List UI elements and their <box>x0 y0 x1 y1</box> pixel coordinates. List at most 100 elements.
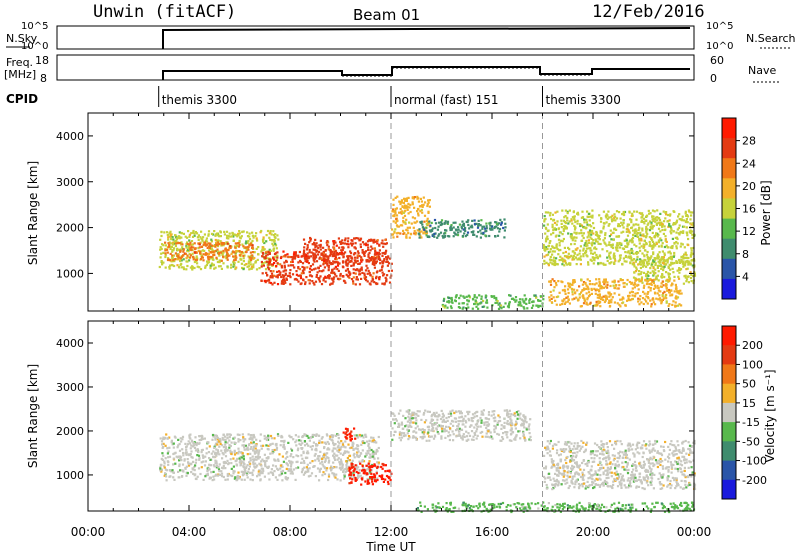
range-cell <box>634 283 637 286</box>
range-cell <box>481 227 484 230</box>
range-cell <box>368 439 371 442</box>
range-cell <box>222 249 225 252</box>
range-cell <box>563 298 566 301</box>
range-cell <box>567 252 570 255</box>
range-cell <box>349 471 353 474</box>
range-cell <box>214 245 217 248</box>
range-cell <box>251 438 254 441</box>
range-cell <box>364 480 367 483</box>
range-cell <box>663 225 666 228</box>
range-cell <box>295 270 298 273</box>
freq-tick-low: 8 <box>40 72 47 85</box>
range-cell <box>332 461 335 464</box>
range-cell <box>372 241 375 244</box>
range-cell <box>358 262 362 265</box>
range-cell <box>349 252 353 255</box>
range-cell <box>677 304 680 307</box>
range-cell <box>595 300 598 303</box>
range-cell <box>475 235 478 238</box>
range-cell <box>371 263 374 266</box>
range-cell <box>392 236 395 239</box>
range-cell <box>484 294 487 297</box>
range-cell <box>386 256 389 259</box>
range-cell <box>395 207 398 210</box>
range-cell <box>567 298 570 302</box>
y-tick-label: 4000 <box>56 130 84 143</box>
range-cell <box>326 467 329 470</box>
range-cell <box>507 304 511 307</box>
range-cell <box>613 213 616 216</box>
range-cell <box>372 256 375 259</box>
range-cell <box>369 476 372 479</box>
range-cell <box>609 284 612 288</box>
range-cell <box>497 222 501 225</box>
range-cell <box>200 466 203 469</box>
range-cell <box>646 250 649 254</box>
range-cell <box>673 242 676 245</box>
range-cell <box>341 242 344 245</box>
range-cell <box>229 449 232 452</box>
range-cell <box>680 218 683 221</box>
range-cell <box>272 234 276 237</box>
range-cell <box>292 456 295 459</box>
range-cell <box>615 248 618 251</box>
range-cell <box>189 266 192 269</box>
range-cell <box>643 298 647 301</box>
range-cell <box>575 263 578 266</box>
range-cell <box>625 239 628 242</box>
range-cell <box>627 223 631 226</box>
range-cell <box>576 253 579 256</box>
range-cell <box>592 257 595 260</box>
range-cell <box>477 230 480 234</box>
range-cell <box>607 243 610 246</box>
range-cell <box>273 437 276 440</box>
range-cell <box>363 254 366 257</box>
range-cell <box>349 242 353 245</box>
range-cell <box>658 297 661 300</box>
range-cell <box>567 232 570 235</box>
range-cell <box>421 226 424 229</box>
range-cell <box>602 225 605 228</box>
range-cell <box>188 434 191 437</box>
range-cell <box>269 443 272 446</box>
range-cell <box>384 478 387 481</box>
range-cell <box>368 238 371 242</box>
range-cell <box>160 457 163 460</box>
range-cell <box>196 262 199 265</box>
range-cell <box>333 246 336 249</box>
range-cell <box>262 238 265 241</box>
range-cell <box>267 444 270 447</box>
range-cell <box>352 448 355 451</box>
range-cell <box>325 261 328 264</box>
range-cell <box>322 277 325 280</box>
range-cell <box>594 256 597 259</box>
range-cell <box>240 470 243 473</box>
range-cell <box>175 236 178 239</box>
range-cell <box>689 229 692 232</box>
range-cell <box>245 473 248 476</box>
range-cell <box>619 256 622 260</box>
range-cell <box>671 245 674 248</box>
range-cell <box>579 245 582 248</box>
range-cell <box>659 259 662 262</box>
range-cell <box>436 431 439 434</box>
range-cell <box>191 456 194 459</box>
range-cell <box>659 237 662 240</box>
range-cell <box>668 273 671 276</box>
range-cell <box>322 261 325 264</box>
range-cell <box>290 260 293 264</box>
range-cell <box>217 450 220 454</box>
range-cell <box>617 280 620 283</box>
range-cell <box>194 231 197 234</box>
range-cell <box>427 199 430 202</box>
range-cell <box>207 253 210 256</box>
range-cell <box>160 231 163 234</box>
range-cell <box>202 253 205 256</box>
colorbar-swatch <box>722 218 736 240</box>
range-cell <box>443 222 446 225</box>
range-cell <box>221 436 224 439</box>
range-cell <box>345 463 348 467</box>
cpid-segment-label: themis 3300 <box>162 93 237 107</box>
range-cell <box>592 252 595 255</box>
range-cell <box>179 249 182 252</box>
